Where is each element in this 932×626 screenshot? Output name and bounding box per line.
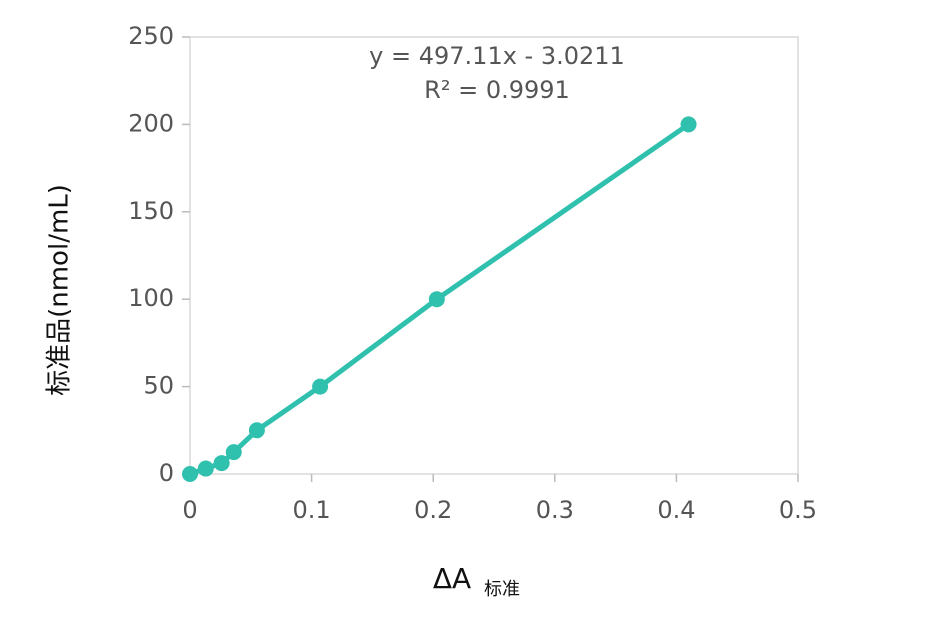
x-tick-label: 0.5 bbox=[779, 496, 817, 524]
point bbox=[248, 422, 265, 439]
y-tick-label: 250 bbox=[128, 22, 174, 50]
x-tick-label: 0.2 bbox=[414, 496, 452, 524]
x-axis-title: ΔA bbox=[433, 562, 471, 595]
y-axis-title: 标准品(nmol/mL) bbox=[45, 184, 75, 396]
y-tick-label: 200 bbox=[128, 109, 174, 137]
y-tick-label: 50 bbox=[143, 372, 174, 400]
equation: y = 497.11x - 3.0211 bbox=[369, 42, 625, 70]
x-tick-label: 0.1 bbox=[293, 496, 331, 524]
point bbox=[197, 460, 214, 477]
point bbox=[213, 455, 230, 472]
point bbox=[225, 444, 242, 461]
point bbox=[312, 378, 329, 395]
y-tick-label: 100 bbox=[128, 284, 174, 312]
y-tick-label: 150 bbox=[128, 197, 174, 225]
r-squared: R² = 0.9991 bbox=[424, 76, 570, 104]
x-tick-label: 0.4 bbox=[657, 496, 695, 524]
point bbox=[680, 116, 697, 133]
x-tick-label: 0.3 bbox=[536, 496, 574, 524]
plot-frame bbox=[189, 36, 799, 475]
x-tick-label: 0 bbox=[182, 496, 197, 524]
y-tick-label: 0 bbox=[159, 459, 174, 487]
point bbox=[182, 466, 198, 482]
point bbox=[428, 291, 445, 308]
x-axis-title-subscript: 标准 bbox=[484, 579, 520, 600]
